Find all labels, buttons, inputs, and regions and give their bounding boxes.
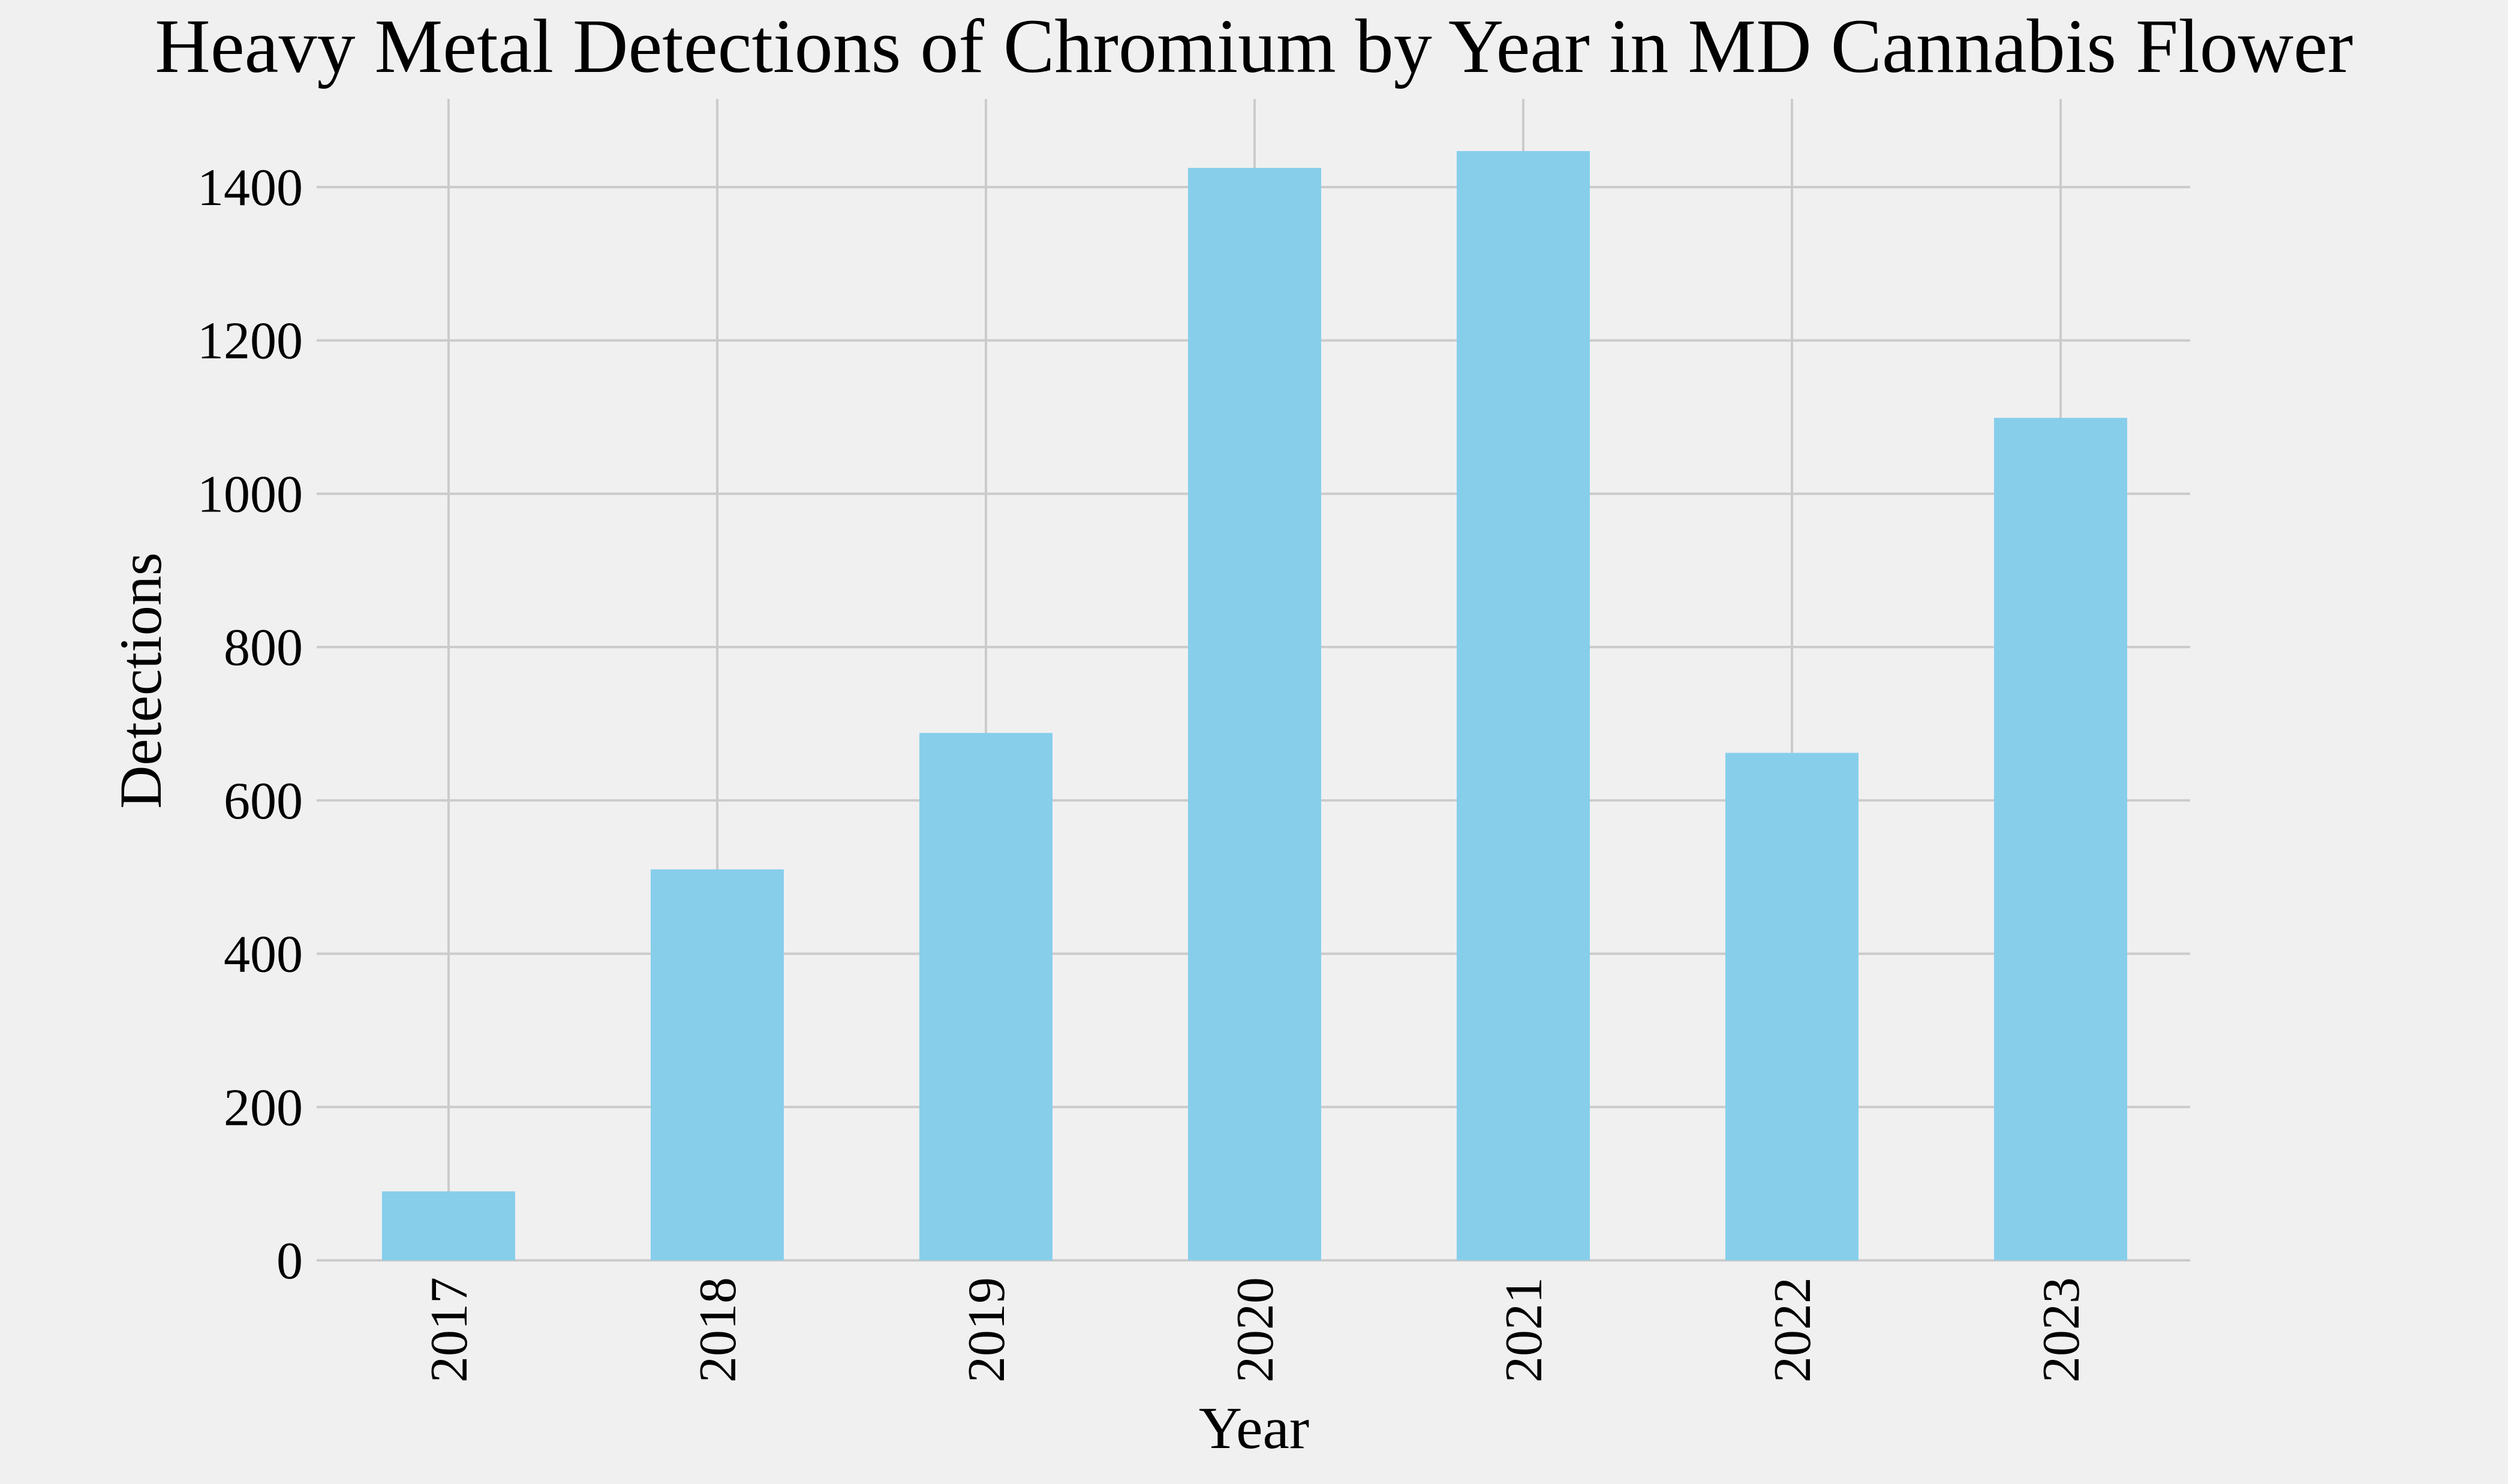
y-tick-label: 200 [224, 1079, 303, 1137]
bar-2018 [651, 869, 784, 1260]
y-tick-label: 0 [276, 1232, 303, 1290]
x-tick-label: 2021 [1495, 1277, 1553, 1383]
x-tick-label: 2023 [2032, 1277, 2091, 1383]
bar-2023 [1994, 417, 2127, 1260]
x-tick-label: 2020 [1226, 1277, 1285, 1383]
y-tick-labels: 0 200 400 600 800 1000 1200 1400 [197, 159, 303, 1290]
bar-2017 [382, 1191, 515, 1260]
y-tick-label: 600 [224, 772, 303, 830]
y-tick-label: 1000 [197, 465, 303, 523]
x-tick-label: 2017 [420, 1277, 479, 1383]
y-tick-label: 1400 [197, 159, 303, 217]
chart-title: Heavy Metal Detections of Chromium by Ye… [155, 4, 2353, 89]
y-tick-label: 800 [224, 619, 303, 677]
y-tick-label: 400 [224, 926, 303, 984]
bar-2020 [1188, 168, 1321, 1260]
y-tick-label: 1200 [197, 312, 303, 371]
x-tick-labels: 2017 2018 2019 2020 2021 2022 2023 [420, 1277, 2091, 1383]
x-tick-label: 2019 [958, 1277, 1016, 1383]
bar-layer [382, 150, 2127, 1260]
x-tick-label: 2022 [1764, 1277, 1822, 1383]
x-tick-label: 2018 [689, 1277, 747, 1383]
y-axis-label: Detections [107, 552, 174, 809]
bar-2022 [1725, 752, 1859, 1260]
x-axis-label: Year [1199, 1395, 1309, 1461]
bar-2019 [919, 733, 1052, 1260]
bar-2021 [1457, 150, 1590, 1260]
